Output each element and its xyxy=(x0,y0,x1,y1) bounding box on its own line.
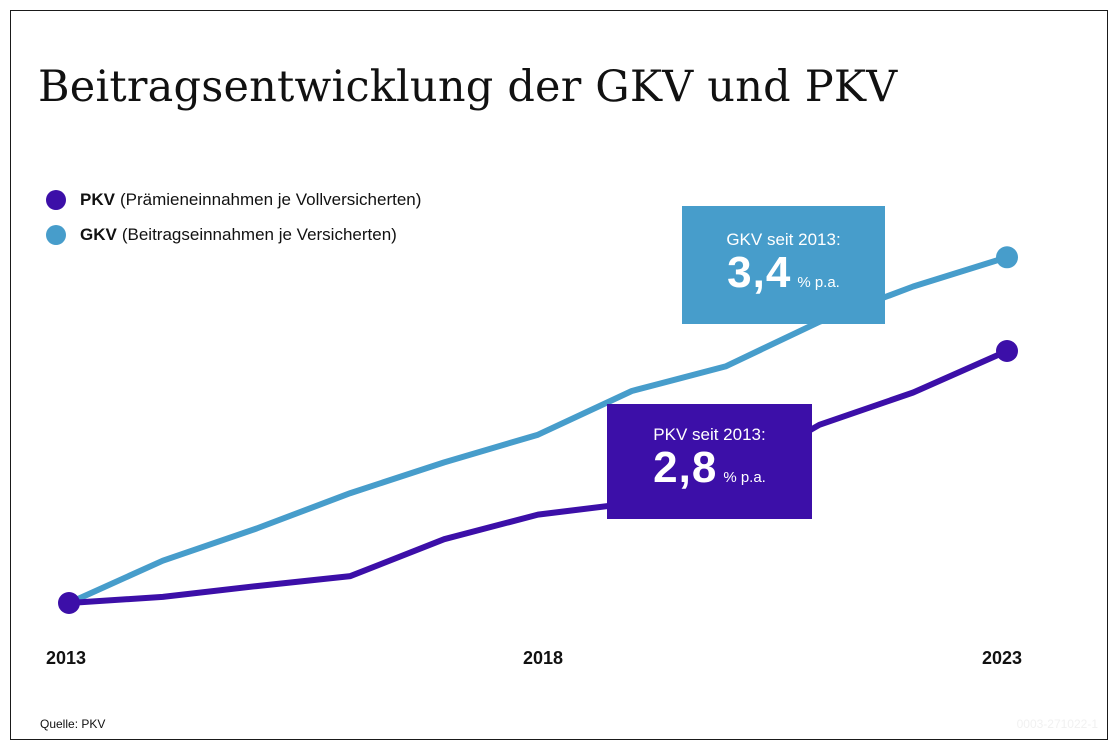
end-point-gkv xyxy=(996,246,1018,269)
callout-pkv-label: PKV seit 2013: xyxy=(653,425,766,444)
callout-gkv-label: GKV seit 2013: xyxy=(726,230,841,249)
x-tick-2013: 2013 xyxy=(46,648,87,668)
x-tick-2018: 2018 xyxy=(523,648,564,668)
legend-text-pkv: (Prämieneinnahmen je Vollversicherten) xyxy=(119,190,422,209)
chart-code: 0003-271022-1 xyxy=(1016,717,1098,731)
legend-code-pkv: PKV xyxy=(80,190,115,209)
callout-pkv: PKV seit 2013: 2,8 % p.a. xyxy=(607,404,812,519)
end-point-pkv xyxy=(996,340,1018,362)
legend-item-gkv: GKV (Beitragseinnahmen je Versicherten) xyxy=(46,222,421,248)
x-tick-2023: 2023 xyxy=(982,648,1023,668)
legend-item-pkv: PKV (Prämieneinnahmen je Vollversicherte… xyxy=(46,187,421,213)
chart-title: Beitragsentwicklung der GKV und PKV xyxy=(38,62,898,112)
chart-frame xyxy=(10,10,1108,740)
callout-gkv-value: 3,4 xyxy=(727,248,792,297)
legend-dot-pkv xyxy=(46,190,66,210)
callout-gkv: GKV seit 2013: 3,4 % p.a. xyxy=(682,206,885,324)
callout-pkv-unit: % p.a. xyxy=(723,469,766,486)
legend-dot-gkv xyxy=(46,225,66,245)
callout-pkv-value: 2,8 xyxy=(653,443,718,492)
source-note: Quelle: PKV xyxy=(40,717,106,731)
series-line-pkv xyxy=(66,348,1010,606)
callout-gkv-value-row: 3,4 % p.a. xyxy=(682,250,885,306)
callout-pkv-value-row: 2,8 % p.a. xyxy=(607,445,812,501)
start-point xyxy=(58,592,80,614)
legend-code-gkv: GKV xyxy=(80,225,117,244)
callout-gkv-unit: % p.a. xyxy=(797,274,840,291)
legend: PKV (Prämieneinnahmen je Vollversicherte… xyxy=(46,187,421,257)
legend-text-gkv: (Beitragseinnahmen je Versicherten) xyxy=(121,225,397,244)
